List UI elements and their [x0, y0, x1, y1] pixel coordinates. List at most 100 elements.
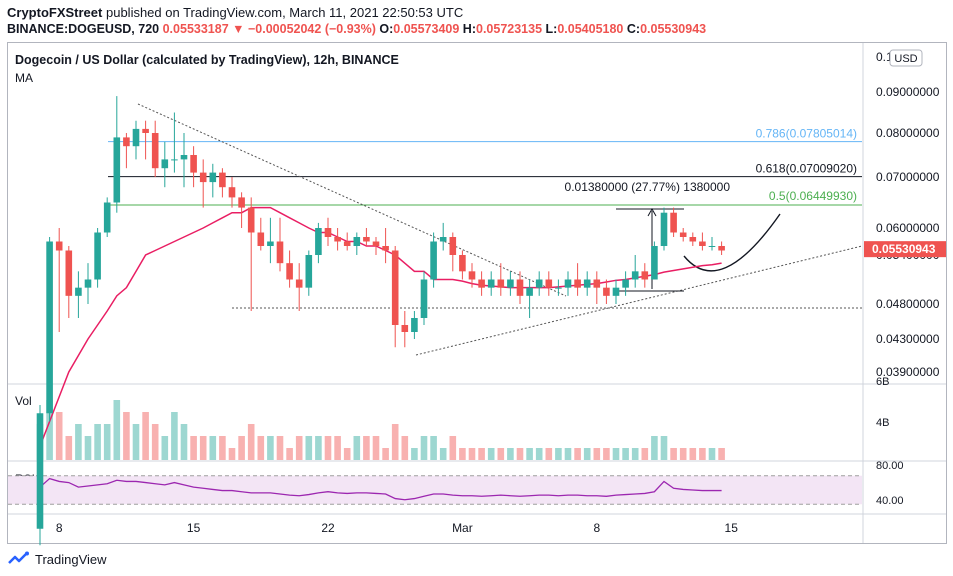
candle[interactable] [171, 159, 178, 161]
candle[interactable] [46, 241, 53, 414]
candle[interactable] [363, 237, 370, 242]
candle[interactable] [75, 287, 82, 296]
volume-bar [286, 448, 293, 460]
volume-bar [142, 412, 149, 460]
candle[interactable] [612, 287, 620, 296]
candle[interactable] [439, 237, 447, 242]
candle[interactable] [631, 271, 639, 280]
candle[interactable] [305, 255, 313, 288]
volume-bar [603, 448, 610, 460]
candle[interactable] [180, 155, 188, 160]
candle[interactable] [103, 202, 111, 233]
candle[interactable] [142, 128, 149, 133]
ohlc-header: BINANCE:DOGEUSD, 720 0.05533187 ▼ −0.000… [7, 22, 706, 36]
volume-bar [75, 424, 82, 460]
candle[interactable] [641, 271, 649, 280]
candle[interactable] [334, 237, 341, 242]
volume-bar [497, 448, 505, 460]
price-axis-label: 0.09000000 [876, 85, 940, 99]
candle[interactable] [238, 197, 245, 208]
candle[interactable] [622, 279, 629, 288]
volume-bar [478, 448, 485, 460]
candle[interactable] [295, 279, 303, 288]
volume-bar [113, 400, 121, 460]
time-axis-label: 8 [56, 521, 63, 535]
candle[interactable] [209, 172, 217, 183]
candle[interactable] [84, 279, 92, 288]
candle[interactable] [391, 250, 399, 326]
candle[interactable] [689, 237, 697, 242]
volume-bar [372, 436, 380, 460]
candle[interactable] [151, 133, 159, 169]
candle[interactable] [555, 287, 562, 289]
candle[interactable] [382, 246, 389, 251]
candle[interactable] [487, 279, 495, 288]
candle[interactable] [228, 187, 236, 198]
candle[interactable] [123, 137, 130, 147]
candle[interactable] [199, 172, 207, 183]
candle[interactable] [593, 279, 601, 288]
volume-bar [535, 448, 543, 460]
candle[interactable] [718, 246, 725, 251]
candle[interactable] [468, 271, 476, 280]
candle[interactable] [190, 155, 197, 173]
descending-trendline [137, 103, 567, 297]
candle[interactable] [545, 279, 553, 288]
candle[interactable] [583, 279, 591, 288]
author-name[interactable]: CryptoFXStreet [7, 5, 103, 20]
volume-bar [555, 448, 562, 460]
candle[interactable] [257, 232, 265, 247]
candle[interactable] [219, 172, 226, 188]
candle[interactable] [535, 279, 543, 288]
candle[interactable] [343, 241, 351, 247]
volume-bar [247, 424, 255, 460]
candle[interactable] [286, 263, 293, 280]
candle[interactable] [497, 279, 505, 288]
volume-bar [267, 436, 274, 460]
candle[interactable] [401, 325, 409, 332]
volume-bar [132, 424, 140, 460]
candle[interactable] [372, 241, 380, 247]
volume-bar [526, 448, 533, 460]
candle[interactable] [516, 279, 524, 296]
candle[interactable] [699, 241, 706, 247]
candle[interactable] [247, 207, 255, 233]
tradingview-footer[interactable]: TradingView [8, 551, 107, 567]
candle[interactable] [132, 128, 140, 147]
candle[interactable] [411, 318, 418, 332]
usd-badge[interactable]: USD [889, 49, 923, 67]
candle[interactable] [679, 232, 687, 238]
ma-indicator-label[interactable]: MA [15, 71, 33, 85]
candle[interactable] [267, 241, 274, 247]
candle[interactable] [449, 237, 457, 255]
candle[interactable] [430, 241, 437, 280]
candle[interactable] [161, 159, 169, 169]
candle[interactable] [65, 250, 73, 296]
candle[interactable] [353, 237, 361, 246]
volume-bar [161, 436, 169, 460]
candle[interactable] [507, 279, 514, 288]
candle[interactable] [36, 413, 44, 529]
candle[interactable] [708, 246, 716, 247]
candle[interactable] [113, 137, 121, 203]
candle[interactable] [478, 279, 485, 288]
volume-bar [430, 436, 437, 460]
candle[interactable] [603, 287, 610, 296]
candle[interactable] [324, 228, 332, 237]
volume-bar [487, 448, 495, 460]
candle[interactable] [670, 212, 677, 233]
volume-label: Vol [15, 394, 32, 408]
candle[interactable] [420, 279, 428, 319]
candle[interactable] [651, 246, 658, 280]
candle[interactable] [526, 287, 533, 296]
candle[interactable] [459, 255, 466, 272]
candle[interactable] [94, 232, 101, 280]
candle[interactable] [55, 241, 63, 251]
rsi-axis-label: 40.00 [876, 495, 904, 507]
candle[interactable] [574, 279, 581, 288]
candle[interactable] [660, 212, 668, 246]
candle[interactable] [276, 241, 284, 264]
candle[interactable] [315, 228, 322, 255]
candle[interactable] [564, 279, 572, 288]
